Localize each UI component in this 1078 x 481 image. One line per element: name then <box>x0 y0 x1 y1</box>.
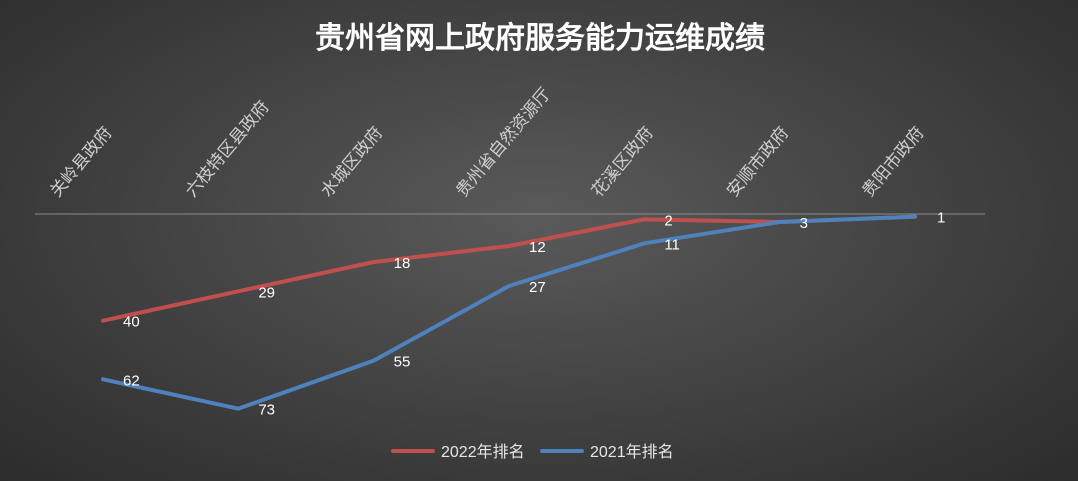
data-label: 2 <box>664 212 672 229</box>
data-label: 29 <box>258 284 275 301</box>
data-labels: 40 29 18 12 2 62 73 55 27 11 3 1 <box>123 210 945 419</box>
data-label: 27 <box>529 279 546 296</box>
category-label: 贵州省自然资源厅 <box>453 84 556 201</box>
data-label: 40 <box>123 314 140 331</box>
data-label: 3 <box>800 215 808 232</box>
category-label: 六枝特区县政府 <box>182 97 274 201</box>
series-line-1 <box>101 214 917 323</box>
chart-title: 贵州省网上政府服务能力运维成绩 <box>315 21 765 56</box>
data-label: 73 <box>258 402 275 419</box>
series-lines <box>101 214 917 411</box>
data-label: 1 <box>937 210 945 227</box>
category-label: 水城区政府 <box>317 123 387 201</box>
data-label: 62 <box>123 372 140 389</box>
legend: 2022年排名 2021年排名 <box>391 443 674 461</box>
series-line-2 <box>101 214 917 411</box>
category-label: 关岭县政府 <box>47 123 117 201</box>
data-label: 12 <box>529 239 546 256</box>
legend-label: 2021年排名 <box>590 443 674 461</box>
legend-label: 2022年排名 <box>441 443 525 461</box>
category-labels: 关岭县政府 六枝特区县政府 水城区政府 贵州省自然资源厅 花溪区政府 安顺市政府 贵阳市政府 <box>47 84 929 201</box>
category-label: 花溪区政府 <box>588 123 658 201</box>
data-label: 18 <box>394 255 411 272</box>
category-label: 贵阳市政府 <box>859 123 929 201</box>
data-label: 55 <box>394 354 411 371</box>
category-label: 安顺市政府 <box>723 123 793 201</box>
data-label: 11 <box>664 236 680 253</box>
